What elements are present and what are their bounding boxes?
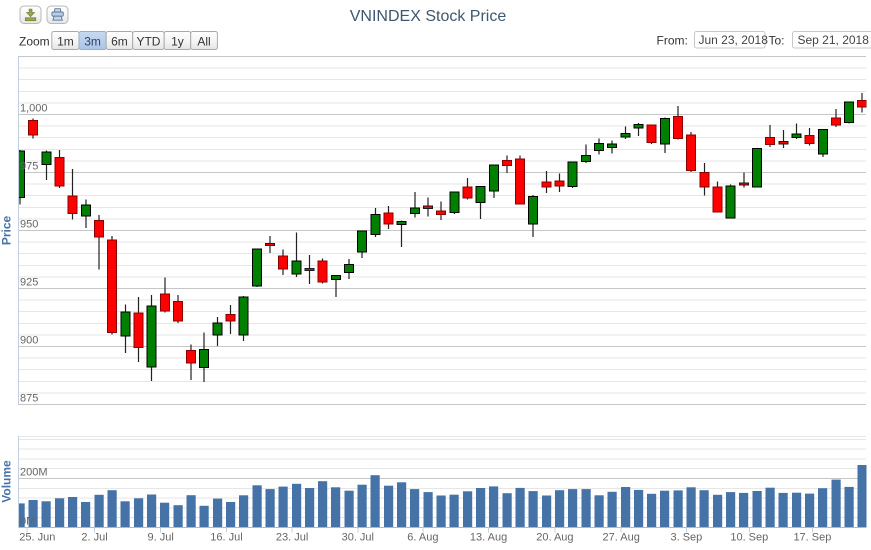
svg-text:From:: From:: [657, 34, 688, 48]
svg-text:27. Aug: 27. Aug: [603, 532, 640, 544]
svg-text:1,000: 1,000: [20, 103, 48, 115]
svg-text:925: 925: [20, 277, 38, 289]
svg-text:3. Sep: 3. Sep: [670, 532, 702, 544]
svg-text:VNINDEX Stock Price: VNINDEX Stock Price: [350, 8, 507, 25]
svg-text:Zoom: Zoom: [19, 35, 50, 49]
svg-text:200M: 200M: [20, 467, 48, 479]
svg-text:875: 875: [20, 393, 38, 405]
svg-text:25. Jun: 25. Jun: [19, 532, 55, 544]
svg-text:20. Aug: 20. Aug: [536, 532, 573, 544]
svg-text:Sep 21, 2018: Sep 21, 2018: [798, 33, 870, 47]
svg-text:975: 975: [20, 161, 38, 173]
svg-text:9. Jul: 9. Jul: [148, 532, 174, 544]
svg-text:900: 900: [20, 335, 38, 347]
svg-text:10. Sep: 10. Sep: [730, 532, 768, 544]
svg-text:950: 950: [20, 219, 38, 231]
svg-text:Price: Price: [0, 215, 14, 245]
svg-text:Volume: Volume: [0, 460, 14, 503]
svg-text:YTD: YTD: [136, 35, 160, 49]
svg-text:Jun 23, 2018: Jun 23, 2018: [699, 33, 769, 47]
svg-text:All: All: [197, 35, 210, 49]
svg-text:2. Jul: 2. Jul: [81, 532, 107, 544]
svg-text:23. Jul: 23. Jul: [276, 532, 308, 544]
svg-text:3m: 3m: [84, 35, 101, 49]
svg-text:6. Aug: 6. Aug: [407, 532, 438, 544]
svg-text:30. Jul: 30. Jul: [342, 532, 374, 544]
svg-text:0M: 0M: [20, 516, 35, 528]
svg-text:17. Sep: 17. Sep: [793, 532, 831, 544]
svg-text:6m: 6m: [111, 35, 128, 49]
svg-text:To:: To:: [769, 34, 785, 48]
svg-text:16. Jul: 16. Jul: [210, 532, 242, 544]
svg-text:13. Aug: 13. Aug: [470, 532, 507, 544]
svg-text:1m: 1m: [57, 35, 74, 49]
svg-text:1y: 1y: [171, 35, 184, 49]
